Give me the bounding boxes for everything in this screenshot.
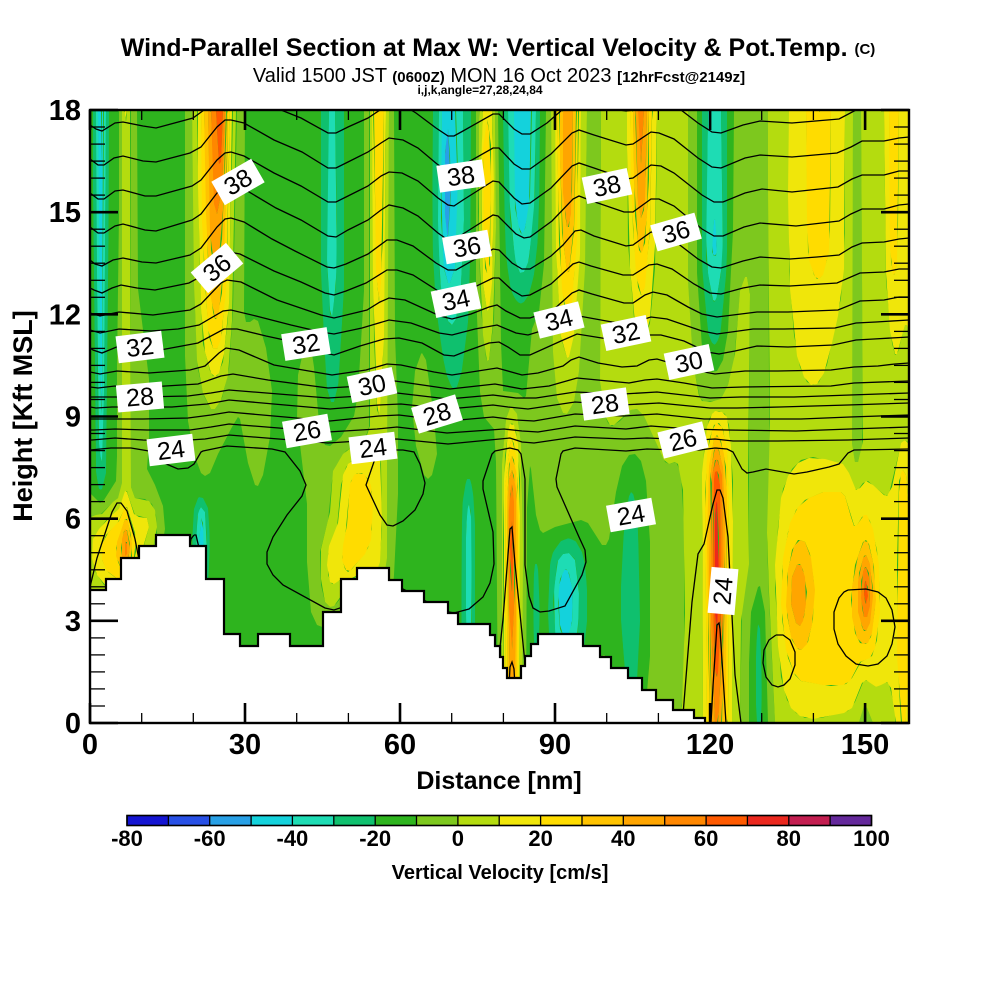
svg-text:120: 120 xyxy=(686,729,734,761)
svg-text:Valid 1500 JST (0600Z) MON 16: Valid 1500 JST (0600Z) MON 16 Oct 2023 [… xyxy=(253,65,745,87)
svg-text:34: 34 xyxy=(440,284,473,317)
svg-text:0: 0 xyxy=(82,729,98,761)
svg-text:24: 24 xyxy=(708,576,738,606)
svg-text:38: 38 xyxy=(591,170,624,203)
svg-text:0: 0 xyxy=(65,708,81,740)
svg-text:28: 28 xyxy=(125,382,155,412)
svg-text:24: 24 xyxy=(615,499,647,531)
svg-text:-60: -60 xyxy=(194,826,226,851)
svg-text:3: 3 xyxy=(65,606,81,638)
svg-text:34: 34 xyxy=(542,304,576,338)
svg-text:9: 9 xyxy=(65,402,81,434)
svg-text:6: 6 xyxy=(65,504,81,536)
svg-text:60: 60 xyxy=(694,826,718,851)
svg-text:36: 36 xyxy=(451,231,483,263)
svg-text:12: 12 xyxy=(49,299,81,331)
svg-text:-20: -20 xyxy=(359,826,391,851)
svg-text:26: 26 xyxy=(291,415,323,447)
svg-text:100: 100 xyxy=(853,826,890,851)
svg-text:-40: -40 xyxy=(277,826,309,851)
svg-text:Distance [nm]: Distance [nm] xyxy=(416,767,581,795)
svg-text:40: 40 xyxy=(611,826,635,851)
svg-text:30: 30 xyxy=(673,346,706,379)
svg-text:80: 80 xyxy=(777,826,801,851)
svg-text:32: 32 xyxy=(125,332,156,363)
svg-text:i,j,k,angle=27,28,24,84: i,j,k,angle=27,28,24,84 xyxy=(417,83,542,97)
svg-text:15: 15 xyxy=(49,197,81,229)
svg-text:30: 30 xyxy=(356,369,389,402)
svg-text:60: 60 xyxy=(384,729,416,761)
svg-text:Height [Kft MSL]: Height [Kft MSL] xyxy=(8,310,38,521)
svg-text:30: 30 xyxy=(229,729,261,761)
svg-text:20: 20 xyxy=(528,826,552,851)
svg-text:18: 18 xyxy=(49,95,81,127)
svg-text:Vertical Velocity [cm/s]: Vertical Velocity [cm/s] xyxy=(392,862,609,884)
svg-text:-80: -80 xyxy=(111,826,143,851)
svg-text:150: 150 xyxy=(841,729,889,761)
svg-text:24: 24 xyxy=(156,435,187,466)
svg-text:24: 24 xyxy=(358,433,389,464)
svg-text:28: 28 xyxy=(589,389,620,421)
svg-text:32: 32 xyxy=(610,317,643,350)
svg-text:0: 0 xyxy=(452,826,464,851)
svg-text:90: 90 xyxy=(539,729,571,761)
svg-text:32: 32 xyxy=(290,328,322,360)
svg-text:Wind-Parallel Section at Max W: Wind-Parallel Section at Max W: Vertical… xyxy=(121,34,876,62)
svg-text:38: 38 xyxy=(445,161,476,193)
svg-text:26: 26 xyxy=(666,424,700,458)
